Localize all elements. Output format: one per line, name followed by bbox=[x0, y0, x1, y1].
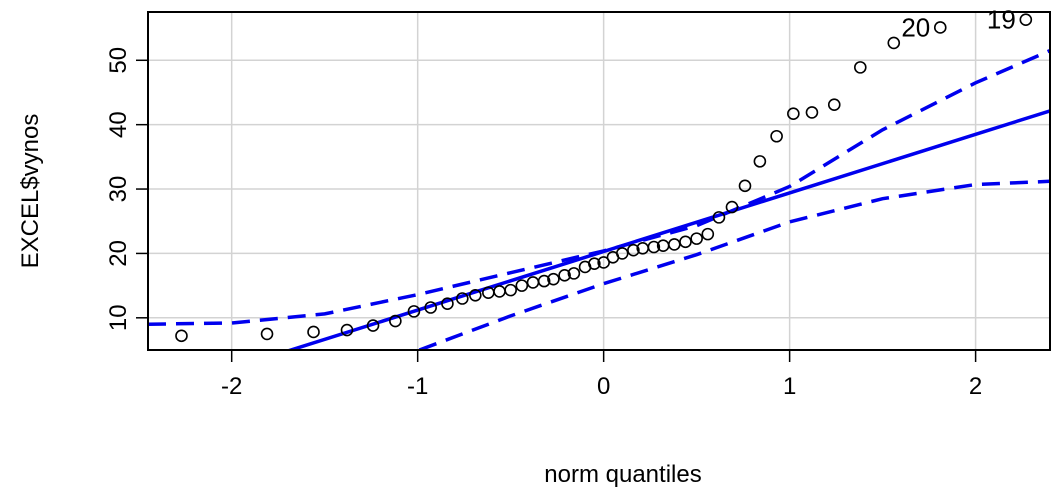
data-point bbox=[615, 247, 629, 260]
point-labels: 20 19 bbox=[901, 5, 1015, 43]
data-point bbox=[854, 61, 867, 74]
data-point bbox=[770, 129, 783, 143]
y-axis-title: EXCEL$vynos bbox=[17, 114, 44, 269]
data-point bbox=[547, 272, 560, 286]
point-label: 19 bbox=[987, 5, 1016, 35]
data-point bbox=[389, 314, 402, 328]
data-point bbox=[627, 243, 640, 257]
data-point bbox=[424, 301, 437, 314]
x-axis-title: norm quantiles bbox=[544, 461, 701, 488]
data-point bbox=[260, 327, 274, 341]
data-point bbox=[407, 305, 421, 318]
data-point bbox=[887, 36, 901, 50]
data-point bbox=[712, 211, 726, 224]
data-point bbox=[469, 288, 482, 302]
reference-line-group bbox=[285, 109, 1050, 350]
plot-border bbox=[147, 11, 1051, 351]
data-point bbox=[504, 283, 517, 297]
y-tick-label: 10 bbox=[105, 304, 132, 331]
data-point bbox=[597, 256, 610, 269]
grid-lines bbox=[148, 12, 1050, 350]
y-tick-label: 20 bbox=[105, 240, 132, 267]
lower-confidence-band bbox=[418, 179, 1050, 350]
data-point bbox=[456, 292, 469, 305]
data-point bbox=[787, 107, 800, 121]
y-axis: 10 20 30 40 50 bbox=[105, 47, 149, 331]
data-point bbox=[526, 276, 540, 289]
data-point bbox=[738, 179, 752, 193]
x-tick-label: -2 bbox=[221, 373, 242, 400]
data-point bbox=[933, 21, 947, 34]
data-point bbox=[701, 227, 715, 241]
x-tick-label: 1 bbox=[783, 373, 796, 400]
data-point bbox=[175, 329, 188, 343]
x-tick-label: 2 bbox=[969, 373, 982, 400]
data-point bbox=[340, 323, 354, 337]
x-axis: -2 -1 0 1 2 bbox=[221, 349, 982, 400]
data-point bbox=[366, 319, 380, 332]
data-point bbox=[753, 155, 767, 168]
data-point bbox=[805, 106, 819, 119]
data-point bbox=[558, 269, 571, 282]
y-tick-label: 40 bbox=[105, 111, 132, 138]
data-point bbox=[441, 297, 454, 310]
data-points bbox=[175, 13, 1033, 343]
upper-confidence-band bbox=[148, 48, 1050, 326]
data-point bbox=[567, 267, 581, 280]
confidence-bands bbox=[148, 48, 1050, 350]
data-point bbox=[588, 257, 601, 271]
x-tick-label: -1 bbox=[407, 373, 428, 400]
y-tick-label: 50 bbox=[105, 47, 132, 74]
data-point bbox=[515, 279, 529, 292]
data-point bbox=[668, 238, 681, 251]
data-point bbox=[493, 285, 506, 298]
data-point bbox=[1019, 13, 1033, 27]
reference-line bbox=[285, 109, 1050, 350]
data-point bbox=[647, 240, 661, 254]
data-point bbox=[537, 274, 551, 288]
y-tick-label: 30 bbox=[105, 176, 132, 203]
data-point bbox=[679, 235, 692, 249]
point-label: 20 bbox=[901, 12, 930, 42]
data-point bbox=[690, 232, 703, 245]
x-tick-label: 0 bbox=[597, 373, 610, 400]
data-point bbox=[307, 325, 320, 339]
data-point bbox=[725, 200, 739, 214]
data-point bbox=[827, 98, 841, 112]
